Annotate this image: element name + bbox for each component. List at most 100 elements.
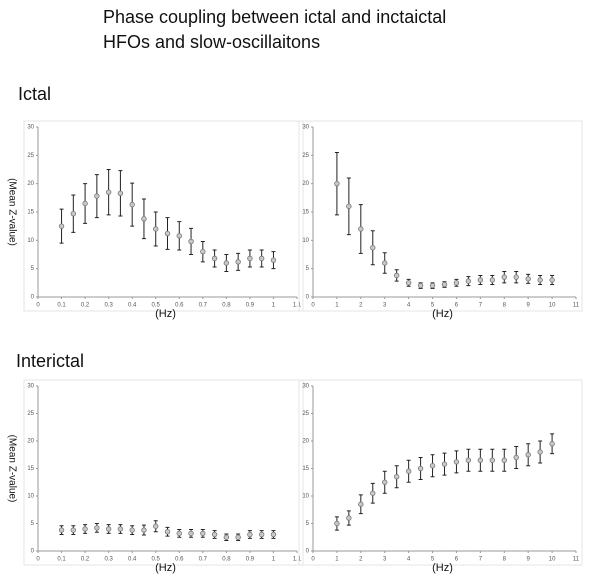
point	[82, 526, 88, 532]
x-tick-label: 7	[479, 303, 483, 309]
point	[141, 216, 147, 222]
point	[382, 260, 388, 266]
x-tick-label: 0	[36, 557, 40, 563]
y-tick-label: 10	[302, 238, 309, 244]
point	[465, 457, 472, 463]
point	[334, 520, 340, 527]
point	[346, 203, 352, 210]
point	[153, 523, 159, 529]
point	[258, 531, 265, 538]
x-tick-label: 0.3	[104, 557, 113, 563]
point	[270, 257, 277, 263]
point	[211, 531, 218, 538]
point	[129, 201, 135, 208]
y-tick-label: 15	[27, 466, 34, 472]
x-tick-label: 1	[335, 557, 339, 563]
y-tick-label: 10	[27, 494, 34, 500]
x-tick-label: 5	[431, 303, 435, 309]
y-tick-label: 20	[302, 439, 309, 445]
x-tick-label: 0	[311, 303, 315, 309]
point	[501, 457, 507, 463]
point	[525, 276, 531, 282]
point	[70, 210, 77, 217]
point	[537, 449, 543, 455]
y-tick-label: 0	[306, 549, 310, 555]
point	[58, 223, 65, 229]
x-tick-label: 10	[549, 557, 556, 563]
y-tick-label: 5	[31, 521, 35, 527]
x-tick-label: 10	[549, 303, 556, 309]
point	[70, 527, 77, 533]
x-tick-label: 4	[407, 557, 411, 563]
x-axis-label: (Hz)	[432, 308, 453, 320]
point	[405, 468, 412, 474]
point	[525, 452, 531, 458]
point	[82, 200, 88, 207]
y-tick-label: 30	[302, 125, 309, 131]
x-tick-label: 9	[527, 303, 531, 309]
x-tick-label: 0	[311, 557, 315, 563]
x-tick-label: 6	[455, 557, 459, 563]
x-tick-label: 3	[383, 303, 387, 309]
plot-frame	[298, 379, 583, 566]
y-tick-label: 15	[27, 210, 34, 216]
y-tick-label: 0	[31, 295, 35, 301]
x-tick-label: 11	[573, 303, 580, 309]
y-tick-label: 20	[27, 181, 34, 187]
point	[477, 277, 484, 283]
point	[358, 226, 364, 232]
point	[164, 230, 171, 237]
y-tick-label: 5	[306, 521, 310, 527]
x-tick-label: 0.5	[152, 557, 161, 563]
y-axis-label: (Mean Z-value)	[6, 435, 17, 503]
point	[489, 457, 496, 463]
x-tick-label: 2	[359, 303, 363, 309]
point	[501, 274, 507, 280]
point	[176, 530, 182, 537]
y-tick-label: 30	[302, 384, 309, 390]
point	[513, 454, 519, 461]
point	[417, 465, 424, 472]
x-tick-label: 0.2	[81, 303, 90, 309]
x-tick-label: 3	[383, 557, 387, 563]
point	[235, 259, 241, 265]
point	[429, 282, 436, 289]
point	[164, 529, 171, 535]
point	[513, 274, 519, 280]
x-tick-label: 1	[272, 557, 276, 563]
point	[105, 526, 112, 532]
plot-frame	[23, 120, 304, 312]
y-tick-label: 10	[27, 238, 34, 244]
x-tick-label: 0.8	[222, 303, 231, 309]
y-tick-label: 15	[302, 466, 309, 472]
x-axis-label: (Hz)	[155, 308, 176, 320]
point	[153, 226, 159, 232]
section-label: Interictal	[16, 351, 84, 371]
point	[417, 282, 424, 289]
point	[334, 180, 340, 187]
x-tick-label: 0.5	[152, 303, 161, 309]
y-tick-label: 25	[302, 411, 309, 417]
x-tick-label: 0.3	[104, 303, 113, 309]
x-tick-label: 9	[527, 557, 531, 563]
point	[200, 530, 206, 537]
x-tick-label: 2	[359, 557, 363, 563]
x-tick-label: 1.1	[293, 557, 302, 563]
point	[441, 281, 448, 288]
x-tick-label: 0.1	[57, 557, 66, 563]
x-tick-label: 11	[573, 557, 580, 563]
point	[270, 531, 277, 538]
point	[453, 459, 460, 465]
y-tick-label: 25	[27, 153, 34, 159]
point	[258, 255, 265, 262]
point	[94, 525, 100, 531]
point	[441, 461, 448, 467]
title-line: Phase coupling between ictal and inctaic…	[103, 7, 446, 27]
point	[358, 501, 364, 507]
y-axis-label: (Mean Z-value)	[6, 178, 17, 246]
y-tick-label: 20	[302, 181, 309, 187]
point	[247, 255, 253, 262]
x-tick-label: 0.2	[81, 557, 90, 563]
plot-frame	[23, 379, 304, 566]
